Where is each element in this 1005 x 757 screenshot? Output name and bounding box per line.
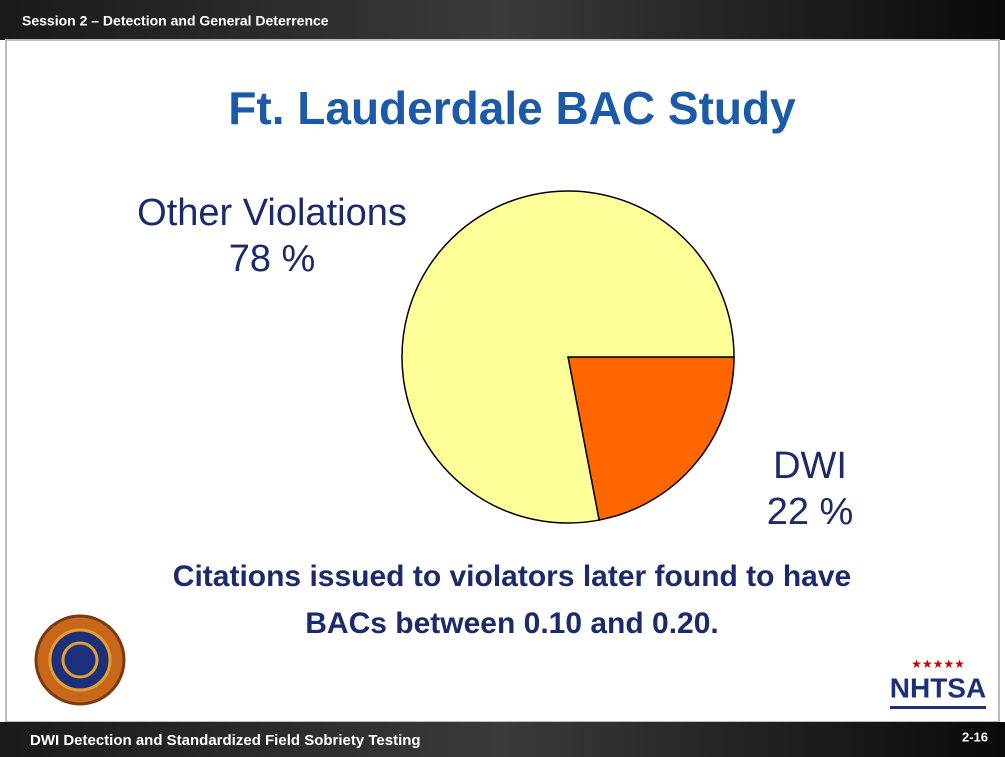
stars: ★★★★★ — [911, 657, 965, 671]
slice-value-label: 22 % — [767, 491, 854, 533]
slice-value-label: 78 % — [229, 238, 316, 280]
pie-slice — [567, 356, 735, 521]
session-title: Session 2 – Detection and General Deterr… — [22, 13, 329, 29]
logo-text: NHTSA — [890, 672, 986, 703]
course-title: DWI Detection and Standardized Field Sob… — [30, 732, 421, 749]
iacp-seal — [34, 614, 126, 706]
footer-bar — [0, 722, 1005, 757]
slide-number: 2-16 — [962, 729, 988, 744]
slice-label: DWI — [773, 445, 847, 487]
caption-line: BACs between 0.10 and 0.20. — [305, 607, 719, 640]
slice-label: Other Violations — [137, 192, 407, 234]
pie-slice — [401, 190, 735, 524]
header-bar — [0, 0, 1005, 40]
caption-line: Citations issued to violators later foun… — [173, 560, 851, 593]
nhtsa-logo: ★★★★★ NHTSA — [890, 657, 986, 709]
chart-title: Ft. Lauderdale BAC Study — [228, 82, 796, 134]
